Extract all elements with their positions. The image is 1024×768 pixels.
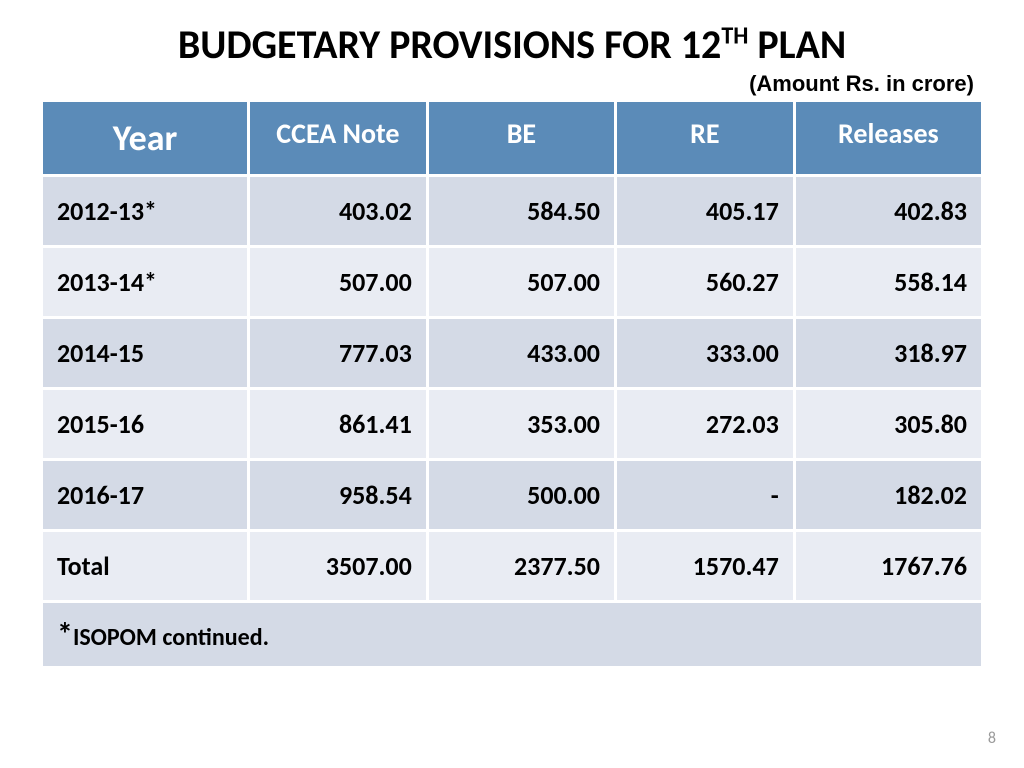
cell-releases: 558.14 (794, 247, 982, 318)
cell-releases-total: 1767.76 (794, 531, 982, 602)
cell-re: - (615, 460, 794, 531)
cell-ccea: 958.54 (249, 460, 428, 531)
page-title-prefix: BUDGETARY PROVISIONS FOR 12 (178, 20, 722, 69)
table-row: 2016-17 958.54 500.00 - 182.02 (42, 460, 983, 531)
header-year: Year (42, 101, 249, 176)
cell-re: 560.27 (615, 247, 794, 318)
cell-be: 353.00 (427, 389, 615, 460)
cell-re: 272.03 (615, 389, 794, 460)
cell-be: 500.00 (427, 460, 615, 531)
cell-releases: 402.83 (794, 176, 982, 247)
footnote-text: ISOPOM continued. (73, 623, 269, 652)
cell-year: 2015-16 (42, 389, 249, 460)
cell-be-total: 2377.50 (427, 531, 615, 602)
header-be: BE (427, 101, 615, 176)
cell-releases: 182.02 (794, 460, 982, 531)
table-row: 2012-13* 403.02 584.50 405.17 402.83 (42, 176, 983, 247)
cell-year: 2013-14* (42, 247, 249, 318)
header-ccea-note: CCEA Note (249, 101, 428, 176)
page-title-container: BUDGETARY PROVISIONS FOR 12TH PLAN (40, 20, 984, 69)
header-re: RE (615, 101, 794, 176)
cell-ccea: 507.00 (249, 247, 428, 318)
table-row: 2013-14* 507.00 507.00 560.27 558.14 (42, 247, 983, 318)
table-row-total: Total 3507.00 2377.50 1570.47 1767.76 (42, 531, 983, 602)
cell-re: 333.00 (615, 318, 794, 389)
cell-be: 584.50 (427, 176, 615, 247)
table-footnote-row: *ISOPOM continued. (42, 602, 983, 668)
cell-year: 2016-17 (42, 460, 249, 531)
cell-re-total: 1570.47 (615, 531, 794, 602)
cell-be: 433.00 (427, 318, 615, 389)
cell-releases: 305.80 (794, 389, 982, 460)
table-row: 2015-16 861.41 353.00 272.03 305.80 (42, 389, 983, 460)
page-title-sup-wrap: TH (721, 20, 748, 69)
header-releases: Releases (794, 101, 982, 176)
table-row: 2014-15 777.03 433.00 333.00 318.97 (42, 318, 983, 389)
cell-year: 2014-15 (42, 318, 249, 389)
cell-year-total: Total (42, 531, 249, 602)
page-title-suffix: PLAN (748, 20, 846, 69)
page-number: 8 (988, 729, 996, 748)
cell-re: 405.17 (615, 176, 794, 247)
cell-ccea: 777.03 (249, 318, 428, 389)
cell-ccea-total: 3507.00 (249, 531, 428, 602)
footnote-cell: *ISOPOM continued. (42, 602, 983, 668)
cell-releases: 318.97 (794, 318, 982, 389)
page-title-superscript: TH (721, 22, 748, 51)
cell-ccea: 861.41 (249, 389, 428, 460)
subtitle-amount-unit: (Amount Rs. in crore) (40, 71, 974, 97)
cell-year: 2012-13* (42, 176, 249, 247)
cell-be: 507.00 (427, 247, 615, 318)
table-header-row: Year CCEA Note BE RE Releases (42, 101, 983, 176)
footnote-asterisk: * (57, 615, 73, 654)
budget-table: Year CCEA Note BE RE Releases 2012-13* 4… (40, 99, 984, 669)
cell-ccea: 403.02 (249, 176, 428, 247)
